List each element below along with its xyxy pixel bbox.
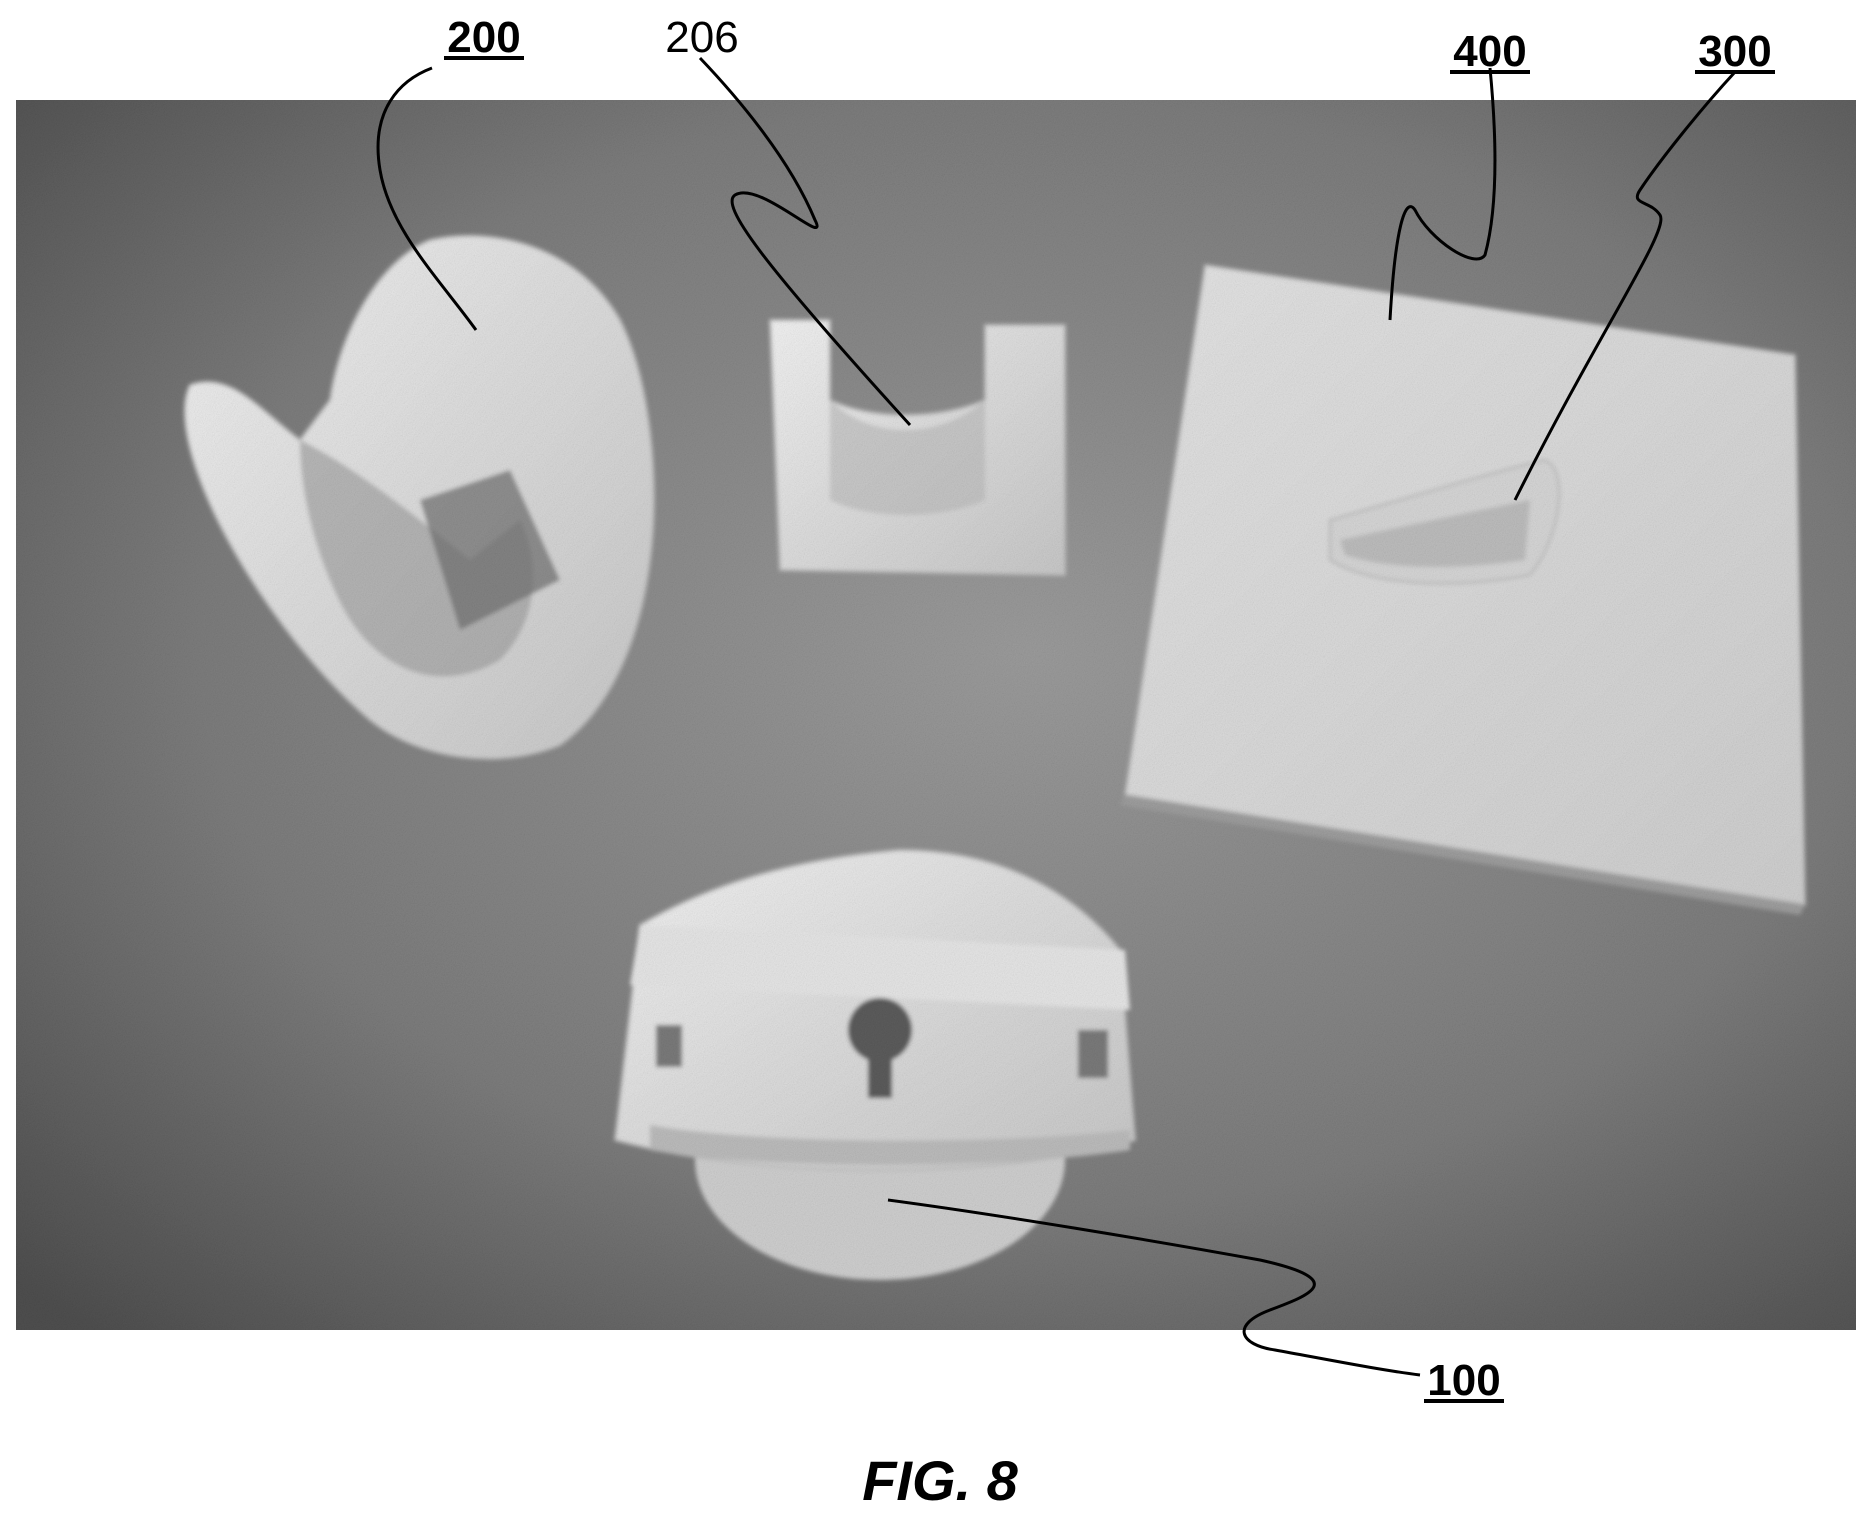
- label-200: 200: [447, 13, 520, 62]
- label-206: 206: [665, 13, 738, 62]
- label-400: 400: [1453, 27, 1526, 76]
- photograph: [16, 100, 1856, 1330]
- label-300: 300: [1698, 27, 1771, 76]
- figure-caption: FIG. 8: [862, 1449, 1018, 1512]
- label-100: 100: [1427, 1356, 1500, 1405]
- component-400-plate: [1120, 265, 1805, 915]
